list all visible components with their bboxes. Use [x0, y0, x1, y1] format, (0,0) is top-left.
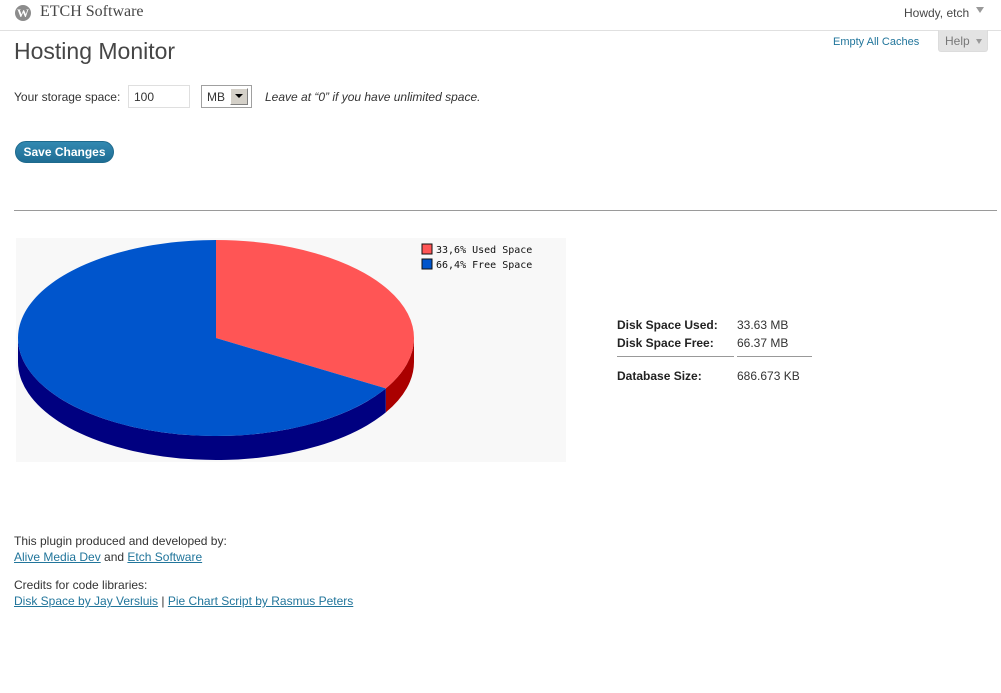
help-chevron-icon[interactable]	[976, 39, 982, 44]
and-text: and	[104, 550, 125, 564]
disk-used-label: Disk Space Used:	[617, 318, 718, 332]
dropdown-arrow-icon[interactable]	[235, 94, 243, 98]
user-greeting[interactable]: Howdy, etch	[904, 6, 970, 20]
library-credits: Disk Space by Jay Versluis | Pie Chart S…	[14, 594, 353, 608]
site-name[interactable]: ETCH Software	[40, 3, 144, 20]
database-size-label: Database Size:	[617, 369, 702, 383]
legend-swatch-1	[421, 243, 433, 255]
developer-credits: Alive Media Dev and Etch Software	[14, 550, 202, 564]
legend-label-2: 66,4% Free Space	[436, 260, 532, 271]
credit-separator: |	[161, 594, 165, 608]
legend-label-1: 33,6% Used Space	[436, 245, 532, 256]
stats-divider	[617, 356, 734, 357]
chevron-down-icon[interactable]	[976, 7, 984, 13]
save-changes-button[interactable]: Save Changes	[15, 141, 114, 163]
empty-caches-link[interactable]: Empty All Caches	[833, 36, 920, 48]
legend-swatch-2	[421, 258, 433, 270]
pie-slice-1	[216, 240, 414, 389]
etch-software-link[interactable]: Etch Software	[127, 550, 203, 564]
storage-space-input[interactable]	[128, 85, 190, 108]
disk-used-value: 33.63 MB	[737, 318, 789, 332]
disk-space-library-link[interactable]: Disk Space by Jay Versluis	[14, 594, 159, 608]
wordpress-logo-icon[interactable]: W	[15, 5, 31, 21]
admin-header	[0, 0, 1001, 31]
section-divider	[14, 210, 997, 211]
pie-side-1	[385, 338, 414, 413]
disk-free-label: Disk Space Free:	[617, 336, 714, 350]
pie-chart-library-link[interactable]: Pie Chart Script by Rasmus Peters	[167, 594, 354, 608]
credits-label: Credits for code libraries:	[14, 578, 148, 592]
pie-side-2	[18, 338, 386, 460]
unit-select-value[interactable]: MB	[207, 90, 225, 104]
storage-hint: Leave at “0” if you have unlimited space…	[265, 90, 481, 104]
database-size-value: 686.673 KB	[737, 369, 800, 383]
stats-divider	[737, 356, 812, 357]
help-tab[interactable]	[938, 30, 988, 52]
page-title: Hosting Monitor	[14, 38, 176, 64]
produced-by-text: This plugin produced and developed by:	[14, 534, 227, 548]
disk-free-value: 66.37 MB	[737, 336, 789, 350]
pie-slice-2	[18, 240, 386, 436]
alive-media-dev-link[interactable]: Alive Media Dev	[14, 550, 101, 564]
disk-usage-pie-chart: 33,6% Used Space 66,4% Free Space	[18, 240, 532, 460]
storage-space-label: Your storage space:	[14, 90, 121, 104]
help-tab-label[interactable]: Help	[945, 34, 970, 48]
